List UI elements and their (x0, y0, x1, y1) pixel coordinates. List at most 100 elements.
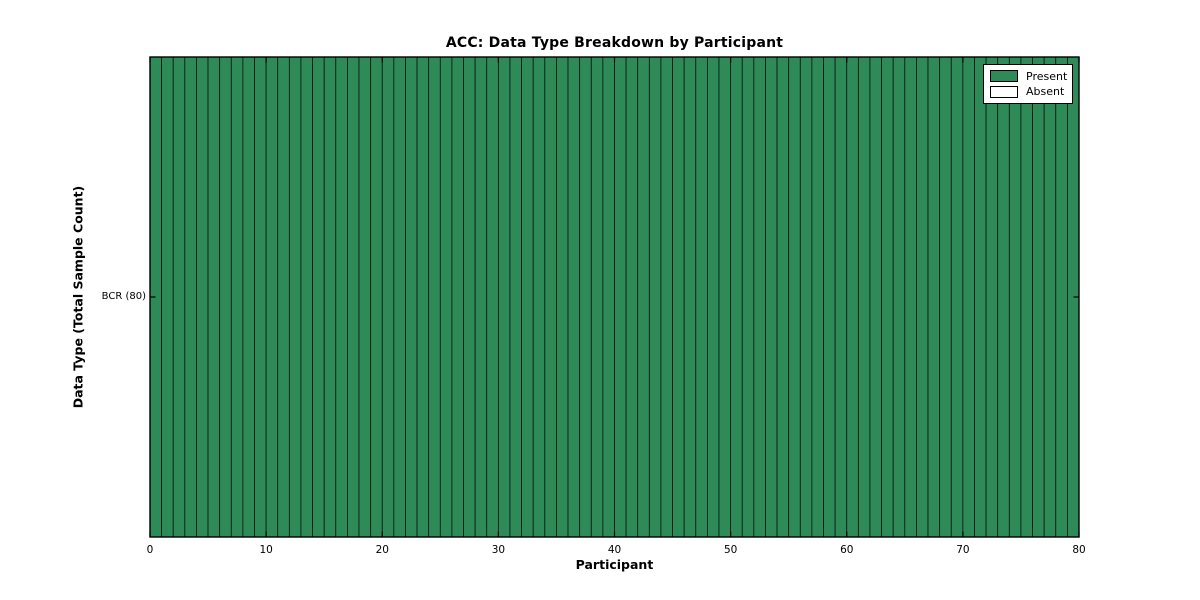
heatmap-cell (823, 56, 836, 538)
x-tick-label: 0 (147, 544, 154, 556)
heatmap-cell (707, 56, 720, 538)
x-tick-labels: 0 10 20 30 40 50 60 70 80 (147, 544, 1086, 556)
x-axis-label: Participant (575, 557, 654, 572)
y-tick-label-bcr: BCR (80) (101, 291, 146, 302)
x-tick-label: 60 (840, 544, 853, 556)
heatmap-cell (799, 56, 813, 538)
heatmap-cell (486, 56, 499, 538)
heatmap-cell (207, 56, 221, 538)
heatmap-cell (811, 56, 824, 538)
heatmap-cell (335, 56, 348, 538)
heatmap-cells (149, 56, 1080, 538)
heatmap-cell (532, 56, 546, 538)
x-tick-label: 80 (1072, 544, 1085, 556)
x-tick-label: 20 (376, 544, 389, 556)
heatmap-cell (695, 56, 708, 538)
heatmap-cell (590, 56, 604, 538)
heatmap-cell (184, 56, 197, 538)
heatmap-cell (881, 56, 894, 538)
heatmap-cell (300, 56, 313, 538)
heatmap-cell (428, 56, 441, 538)
heatmap-cell (161, 56, 174, 538)
heatmap-cell (927, 56, 941, 538)
heatmap-cell (950, 56, 964, 538)
heatmap-cell (579, 56, 592, 538)
heatmap-cell (985, 56, 999, 538)
heatmap-cell (521, 56, 534, 538)
heatmap-cell (1020, 56, 1033, 538)
heatmap-cell (1008, 56, 1022, 538)
x-tick-label: 40 (608, 544, 621, 556)
heatmap-cell (765, 56, 778, 538)
chart-title: ACC: Data Type Breakdown by Participant (445, 35, 784, 51)
heatmap-cell (347, 56, 360, 538)
heatmap-cell (242, 56, 255, 538)
heatmap-cell (497, 56, 511, 538)
heatmap-cell (265, 56, 279, 538)
heatmap-cell (405, 56, 418, 538)
legend-item-present: Present (990, 69, 1068, 83)
x-tick-label: 70 (956, 544, 969, 556)
heatmap-cell (660, 56, 673, 538)
heatmap-cell (753, 56, 766, 538)
heatmap-cell (846, 56, 859, 538)
heatmap-cell (219, 56, 232, 538)
x-tick-label: 10 (259, 544, 272, 556)
heatmap-cell (416, 56, 430, 538)
heatmap-cell (463, 56, 476, 538)
heatmap-cell (196, 56, 209, 538)
heatmap-cell (718, 56, 732, 538)
legend-item-absent: Absent (990, 85, 1066, 98)
heatmap-cell (509, 56, 522, 538)
heatmap-cell (683, 56, 697, 538)
heatmap-cell (916, 56, 929, 538)
heatmap-cell (312, 56, 325, 538)
heatmap-cell (788, 56, 801, 538)
present-swatch (990, 70, 1018, 83)
heatmap-cell (567, 56, 581, 538)
heatmap-cell (323, 56, 337, 538)
heatmap-cell (741, 56, 755, 538)
heatmap-cell (370, 56, 383, 538)
legend: Present Absent (983, 64, 1073, 104)
heatmap-cell (393, 56, 406, 538)
heatmap-cell (625, 56, 639, 538)
heatmap-cell (834, 56, 848, 538)
x-tick-label: 50 (724, 544, 737, 556)
heatmap-cell (974, 56, 987, 538)
heatmap-cell (230, 56, 244, 538)
heatmap-cell (381, 56, 395, 538)
heatmap-cell (614, 56, 627, 538)
heatmap-cell (439, 56, 453, 538)
legend-label-present: Present (1026, 69, 1068, 83)
x-tick-label: 30 (492, 544, 505, 556)
heatmap-cell (997, 56, 1010, 538)
heatmap-cell (358, 56, 372, 538)
heatmap-cell (637, 56, 650, 538)
heatmap-cell (648, 56, 662, 538)
heatmap-cell (939, 56, 952, 538)
heatmap-cell (1043, 56, 1057, 538)
heatmap-cell (254, 56, 267, 538)
heatmap-cell (451, 56, 464, 538)
heatmap-cell (962, 56, 975, 538)
absent-swatch (990, 85, 1018, 98)
heatmap-cell (730, 56, 743, 538)
heatmap-cell (277, 56, 290, 538)
heatmap-cell (288, 56, 302, 538)
legend-label-absent: Absent (1026, 85, 1065, 99)
heatmap-cell (172, 56, 186, 538)
heatmap-cell (1055, 56, 1068, 538)
heatmap-cell (869, 56, 882, 538)
heatmap-cell (904, 56, 917, 538)
heatmap-cell (776, 56, 790, 538)
plot-border (149, 56, 1080, 538)
heatmap-cell (1032, 56, 1045, 538)
heatmap-cell (556, 56, 569, 538)
heatmap-cell (474, 56, 488, 538)
heatmap-cell (672, 56, 685, 538)
heatmap-cell (892, 56, 906, 538)
heatmap-cell (544, 56, 557, 538)
